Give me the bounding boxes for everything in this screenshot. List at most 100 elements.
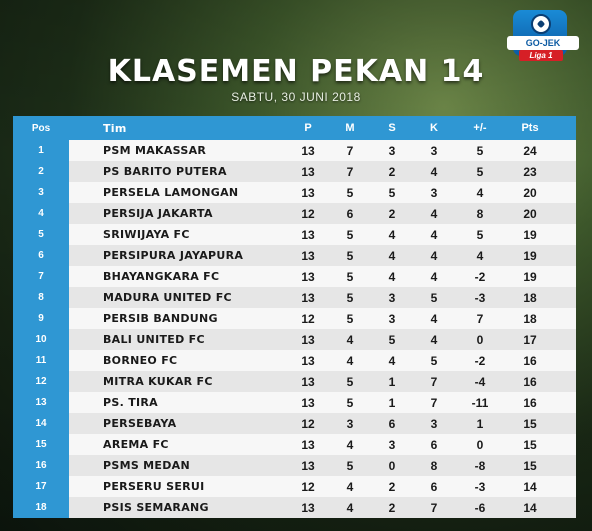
lost-cell: 4: [430, 164, 438, 179]
goal-diff-cell: 1: [476, 416, 484, 431]
points-cell: 16: [523, 353, 537, 368]
won-cell: 4: [346, 332, 354, 347]
points-cell: 18: [523, 311, 537, 326]
draw-cell: 1: [388, 395, 396, 410]
lost-cell: 3: [430, 185, 438, 200]
points-cell: 19: [523, 227, 537, 242]
draw-cell: 4: [388, 227, 396, 242]
draw-cell: 1: [388, 374, 396, 389]
played-cell: 13: [301, 248, 315, 263]
lost-cell: 7: [430, 395, 438, 410]
pos-cell: 8: [13, 287, 69, 308]
table-row: 4 PERSIJA JAKARTA 12 6 2 4 8 20: [13, 203, 576, 224]
draw-cell: 2: [388, 479, 396, 494]
played-cell: 13: [301, 185, 315, 200]
won-cell: 5: [346, 269, 354, 284]
draw-cell: 0: [388, 458, 396, 473]
points-cell: 16: [523, 374, 537, 389]
draw-cell: 6: [388, 416, 396, 431]
points-cell: 15: [523, 437, 537, 452]
pos-cell: 1: [13, 140, 69, 161]
logo-brand-text: GO-JEK: [507, 36, 579, 50]
team-name-cell: PS BARITO PUTERA: [103, 165, 227, 178]
col-header-lost: K: [430, 122, 438, 134]
played-cell: 13: [301, 374, 315, 389]
col-header-played: P: [304, 122, 312, 134]
pos-cell: 16: [13, 455, 69, 476]
lost-cell: 5: [430, 290, 438, 305]
lost-cell: 5: [430, 353, 438, 368]
draw-cell: 2: [388, 500, 396, 515]
table-row: 13 PS. TIRA 13 5 1 7 -11 16: [13, 392, 576, 413]
points-cell: 20: [523, 206, 537, 221]
played-cell: 13: [301, 500, 315, 515]
table-row: 8 MADURA UNITED FC 13 5 3 5 -3 18: [13, 287, 576, 308]
lost-cell: 6: [430, 437, 438, 452]
team-name-cell: PS. TIRA: [103, 396, 158, 409]
table-row: 12 MITRA KUKAR FC 13 5 1 7 -4 16: [13, 371, 576, 392]
points-cell: 16: [523, 395, 537, 410]
won-cell: 5: [346, 311, 354, 326]
team-name-cell: BALI UNITED FC: [103, 333, 205, 346]
pos-cell: 3: [13, 182, 69, 203]
played-cell: 13: [301, 395, 315, 410]
won-cell: 3: [346, 416, 354, 431]
lost-cell: 8: [430, 458, 438, 473]
won-cell: 5: [346, 290, 354, 305]
page-subtitle: SABTU, 30 JUNI 2018: [231, 90, 361, 104]
goal-diff-cell: -4: [474, 374, 486, 389]
draw-cell: 2: [388, 206, 396, 221]
won-cell: 5: [346, 227, 354, 242]
team-name-cell: PERSELA LAMONGAN: [103, 186, 239, 199]
points-cell: 24: [523, 143, 537, 158]
team-name-cell: PERSIJA JAKARTA: [103, 207, 213, 220]
won-cell: 4: [346, 437, 354, 452]
played-cell: 12: [301, 311, 315, 326]
played-cell: 13: [301, 164, 315, 179]
table-row: 1 PSM MAKASSAR 13 7 3 3 5 24: [13, 140, 576, 161]
page-title: KLASEMEN PEKAN 14: [107, 54, 485, 89]
goal-diff-cell: 7: [476, 311, 484, 326]
points-cell: 15: [523, 416, 537, 431]
points-cell: 17: [523, 332, 537, 347]
lost-cell: 4: [430, 311, 438, 326]
points-cell: 19: [523, 248, 537, 263]
draw-cell: 5: [388, 332, 396, 347]
played-cell: 13: [301, 143, 315, 158]
draw-cell: 3: [388, 311, 396, 326]
draw-cell: 5: [388, 185, 396, 200]
played-cell: 13: [301, 227, 315, 242]
pos-cell: 4: [13, 203, 69, 224]
lost-cell: 7: [430, 374, 438, 389]
team-name-cell: PERSIPURA JAYAPURA: [103, 249, 244, 262]
goal-diff-cell: 0: [476, 332, 484, 347]
col-header-draw: S: [388, 122, 396, 134]
pos-cell: 6: [13, 245, 69, 266]
points-cell: 20: [523, 185, 537, 200]
table-row: 16 PSMS MEDAN 13 5 0 8 -8 15: [13, 455, 576, 476]
table-row: 5 SRIWIJAYA FC 13 5 4 4 5 19: [13, 224, 576, 245]
col-header-won: M: [345, 122, 355, 134]
lost-cell: 4: [430, 248, 438, 263]
draw-cell: 2: [388, 164, 396, 179]
played-cell: 12: [301, 479, 315, 494]
points-cell: 19: [523, 269, 537, 284]
draw-cell: 3: [388, 143, 396, 158]
pos-cell: 5: [13, 224, 69, 245]
points-cell: 15: [523, 458, 537, 473]
draw-cell: 4: [388, 248, 396, 263]
team-name-cell: SRIWIJAYA FC: [103, 228, 190, 241]
table-row: 3 PERSELA LAMONGAN 13 5 5 3 4 20: [13, 182, 576, 203]
pos-cell: 9: [13, 308, 69, 329]
table-row: 7 BHAYANGKARA FC 13 5 4 4 -2 19: [13, 266, 576, 287]
lost-cell: 3: [430, 143, 438, 158]
goal-diff-cell: -2: [474, 353, 486, 368]
won-cell: 5: [346, 458, 354, 473]
lost-cell: 4: [430, 269, 438, 284]
goal-diff-cell: 5: [476, 227, 484, 242]
table-row: 2 PS BARITO PUTERA 13 7 2 4 5 23: [13, 161, 576, 182]
played-cell: 13: [301, 353, 315, 368]
won-cell: 5: [346, 248, 354, 263]
goal-diff-cell: -2: [474, 269, 486, 284]
liga1-logo: GO-JEK Liga 1: [503, 6, 583, 70]
